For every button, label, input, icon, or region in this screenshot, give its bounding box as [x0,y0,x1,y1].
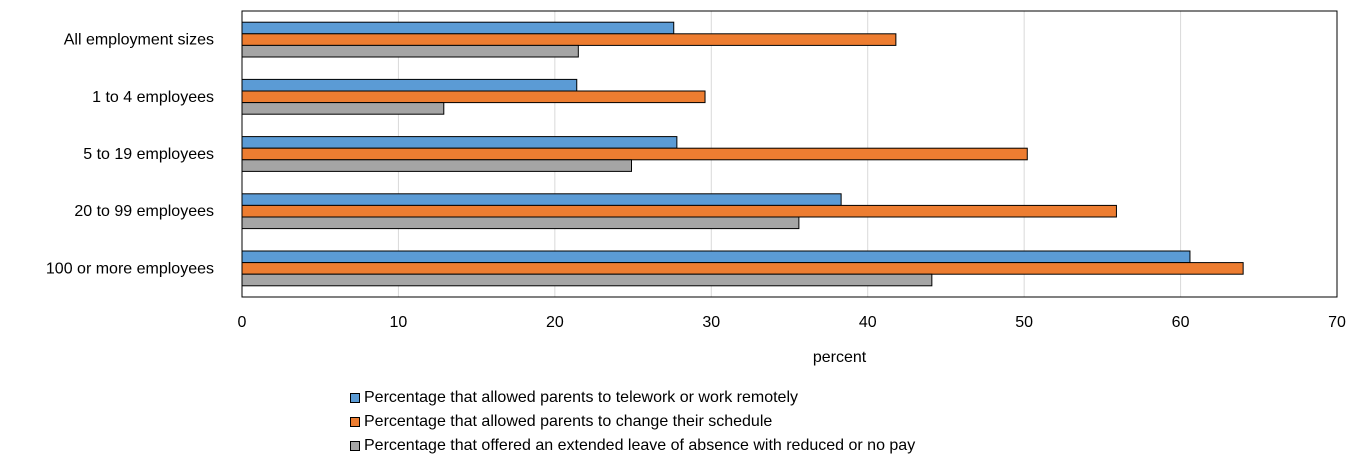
x-tick-label: 30 [702,314,720,331]
legend-item: Percentage that allowed parents to chang… [350,410,915,434]
bar [241,33,897,46]
legend-label: Percentage that allowed parents to telew… [364,389,798,406]
bar [241,262,1244,275]
bar [241,136,678,149]
bar [241,159,633,172]
x-axis-title: percent [813,349,867,366]
legend-label: Percentage that allowed parents to chang… [364,413,773,430]
x-tick-label: 60 [1172,314,1190,331]
bar [241,147,1028,161]
bar [241,102,445,115]
category-label: All employment sizes [64,32,214,49]
legend-swatch [350,441,360,451]
x-tick-label: 40 [859,314,877,331]
bar-chart: All employment sizes 1 to 4 employees 5 to… [46,10,1346,366]
x-tick-label: 70 [1328,314,1346,331]
legend-swatch [350,393,360,403]
bar [241,273,933,287]
x-tick-label: 20 [546,314,564,331]
chart-legend: Percentage that allowed parents to telew… [350,386,915,458]
bar [241,44,579,58]
bar [241,78,578,92]
x-tick-label: 10 [390,314,408,331]
legend-item: Percentage that allowed parents to telew… [350,386,915,410]
category-label: 100 or more employees [46,260,214,277]
bar [241,21,675,35]
x-tick-label: 50 [1015,314,1033,331]
legend-item: Percentage that offered an extended leav… [350,434,915,458]
legend-swatch [350,417,360,427]
bar [241,250,1191,264]
bar [241,216,800,230]
category-label: 1 to 4 employees [92,89,214,106]
bar [241,90,706,104]
category-label: 20 to 99 employees [74,203,214,220]
bar [241,204,1117,218]
bar [241,193,842,206]
legend-label: Percentage that offered an extended leav… [364,437,916,454]
x-tick-label: 0 [238,314,247,331]
category-label: 5 to 19 employees [83,146,214,163]
